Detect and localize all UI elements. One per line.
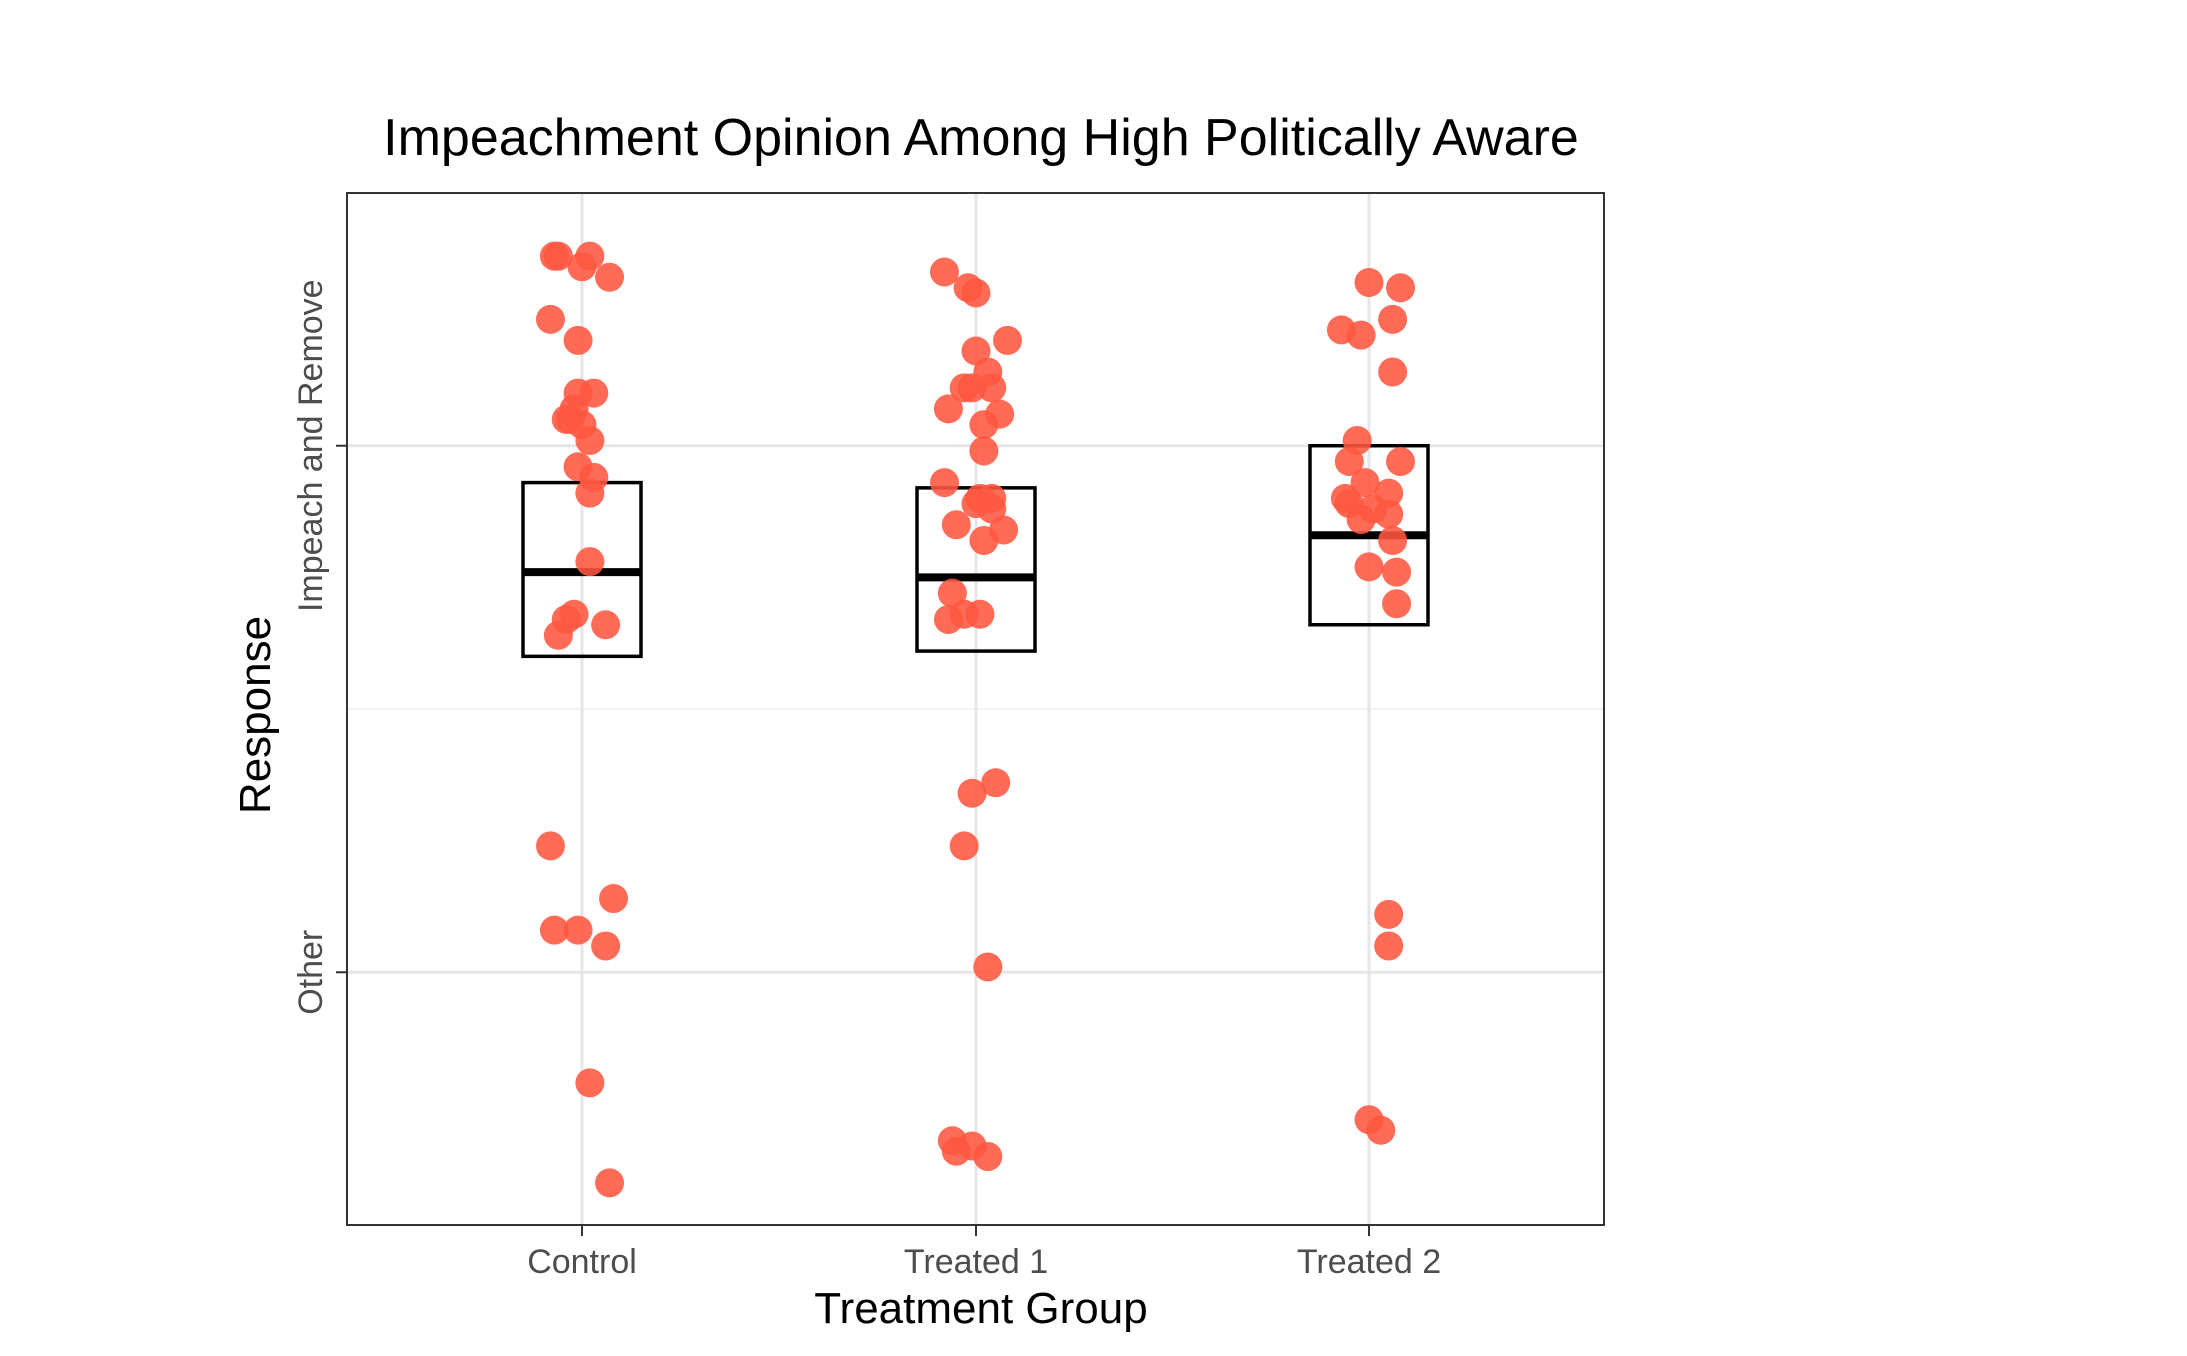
data-point	[1378, 526, 1408, 556]
box-layer	[521, 443, 1430, 659]
data-point	[973, 952, 1003, 982]
data-point	[1366, 1115, 1396, 1145]
x-tick-label-1: Treated 1	[904, 1243, 1048, 1281]
data-point	[599, 884, 629, 914]
data-point	[1374, 499, 1404, 529]
data-point	[563, 325, 593, 355]
data-point	[1346, 320, 1376, 350]
data-point	[575, 1068, 605, 1098]
data-point	[933, 394, 963, 424]
y-tick-label-0: Other	[292, 930, 330, 1015]
data-point	[961, 336, 991, 366]
data-point	[961, 278, 991, 308]
data-point	[933, 604, 963, 634]
data-point	[1382, 589, 1412, 619]
data-point	[969, 436, 999, 466]
data-point	[575, 425, 605, 455]
y-tick-label-1: Impeach and Remove	[292, 279, 330, 612]
data-point	[575, 547, 605, 577]
data-point	[969, 526, 999, 556]
data-point	[539, 915, 569, 945]
data-point	[941, 510, 971, 540]
data-point	[1354, 552, 1384, 582]
data-point	[949, 831, 979, 861]
data-point	[1378, 357, 1408, 387]
data-point	[575, 478, 605, 508]
data-point	[937, 578, 967, 608]
data-point	[1386, 273, 1416, 303]
data-point	[1354, 268, 1384, 298]
data-point	[1386, 447, 1416, 477]
x-axis-title: Treatment Group	[814, 1284, 1147, 1333]
data-point	[941, 1136, 971, 1166]
data-point	[981, 768, 1011, 798]
data-point	[929, 257, 959, 287]
data-point	[595, 262, 625, 292]
x-tick-label-0: Control	[527, 1243, 637, 1281]
data-point	[973, 1142, 1003, 1172]
data-point	[543, 241, 573, 271]
data-point	[1378, 304, 1408, 334]
data-point	[1346, 504, 1376, 534]
data-point	[563, 915, 593, 945]
data-point	[929, 468, 959, 498]
data-point	[535, 831, 565, 861]
data-point	[957, 778, 987, 808]
point-layer	[535, 241, 1416, 1198]
data-point	[977, 494, 1007, 524]
data-point	[591, 931, 621, 961]
data-point	[1382, 557, 1412, 587]
data-point	[1350, 468, 1380, 498]
data-point	[969, 410, 999, 440]
data-point	[1334, 447, 1364, 477]
data-point	[1374, 899, 1404, 929]
data-point	[543, 620, 573, 650]
axis-layer: Other Impeach and Remove Control Treated 1 T…	[292, 279, 1441, 1281]
data-point	[567, 252, 597, 282]
data-point	[993, 325, 1023, 355]
data-point	[595, 1168, 625, 1198]
data-point	[535, 304, 565, 334]
y-axis-title: Response	[231, 616, 280, 814]
data-point	[1374, 931, 1404, 961]
x-tick-label-2: Treated 2	[1297, 1243, 1441, 1281]
data-point	[591, 610, 621, 640]
data-point	[957, 373, 987, 403]
chart-title: Impeachment Opinion Among High Political…	[383, 109, 1579, 167]
